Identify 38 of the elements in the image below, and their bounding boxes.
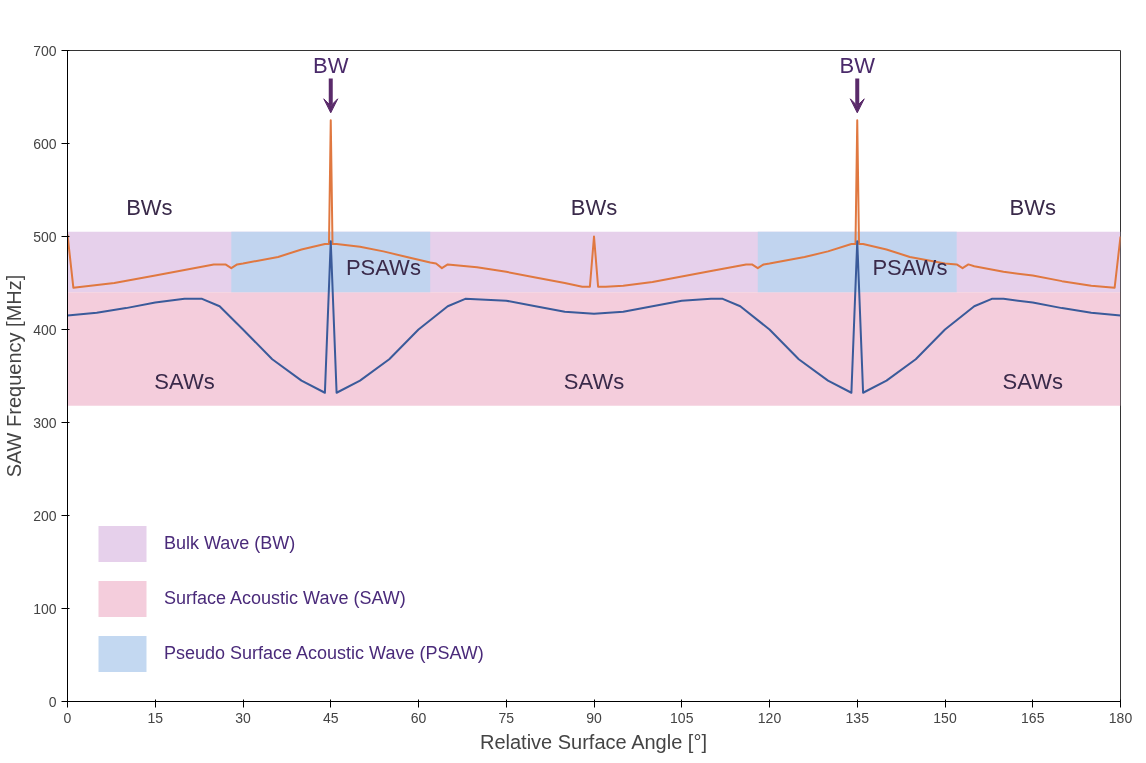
x-tick-label: 60 [410, 709, 427, 726]
line-series [67, 119, 1121, 289]
y-tick-label: 300 [33, 414, 57, 431]
annotation: BWs [1009, 194, 1056, 220]
annotation: BW [839, 52, 876, 78]
x-tick-label: 105 [670, 709, 694, 726]
annotation: BWs [570, 194, 618, 220]
y-tick-label: 400 [33, 321, 57, 338]
x-tick-label: 90 [586, 709, 602, 726]
annotation: BWs [126, 194, 173, 220]
x-tick-label: 150 [933, 709, 957, 726]
y-tick-label: 600 [33, 135, 57, 152]
legend-label: Bulk Wave (BW) [164, 533, 296, 554]
x-tick-label: 45 [322, 709, 339, 726]
legend-label: Surface Acoustic Wave (SAW) [164, 588, 406, 609]
x-tick-label: 30 [235, 709, 251, 726]
annotation: SAWs [1002, 368, 1063, 394]
annotation: SAWs [154, 368, 215, 394]
x-tick-label: 0 [63, 709, 72, 726]
legend-label: Pseudo Surface Acoustic Wave (PSAW) [164, 643, 484, 664]
x-tick-label: 180 [1108, 709, 1133, 726]
y-tick-label: 200 [33, 507, 57, 524]
y-tick-label: 100 [33, 600, 57, 617]
x-tick-label: 15 [147, 709, 164, 726]
annotation: SAWs [563, 368, 625, 394]
y-tick-label: 700 [33, 42, 57, 59]
annotation: BW [313, 52, 349, 78]
y-tick-label: 0 [48, 693, 57, 710]
x-tick-label: 135 [845, 709, 870, 726]
y-tick-label: 500 [33, 228, 57, 245]
x-tick-label: 120 [757, 709, 782, 726]
annotation: PSAWs [872, 255, 948, 281]
x-axis-title: Relative Surface Angle [°] [479, 730, 707, 753]
x-tick-label: 165 [1021, 709, 1045, 726]
annotation: PSAWs [345, 255, 421, 281]
y-axis-title: SAW Frequency [MHz] [3, 274, 26, 478]
line-series [67, 240, 1121, 394]
x-tick-label: 75 [498, 709, 515, 726]
